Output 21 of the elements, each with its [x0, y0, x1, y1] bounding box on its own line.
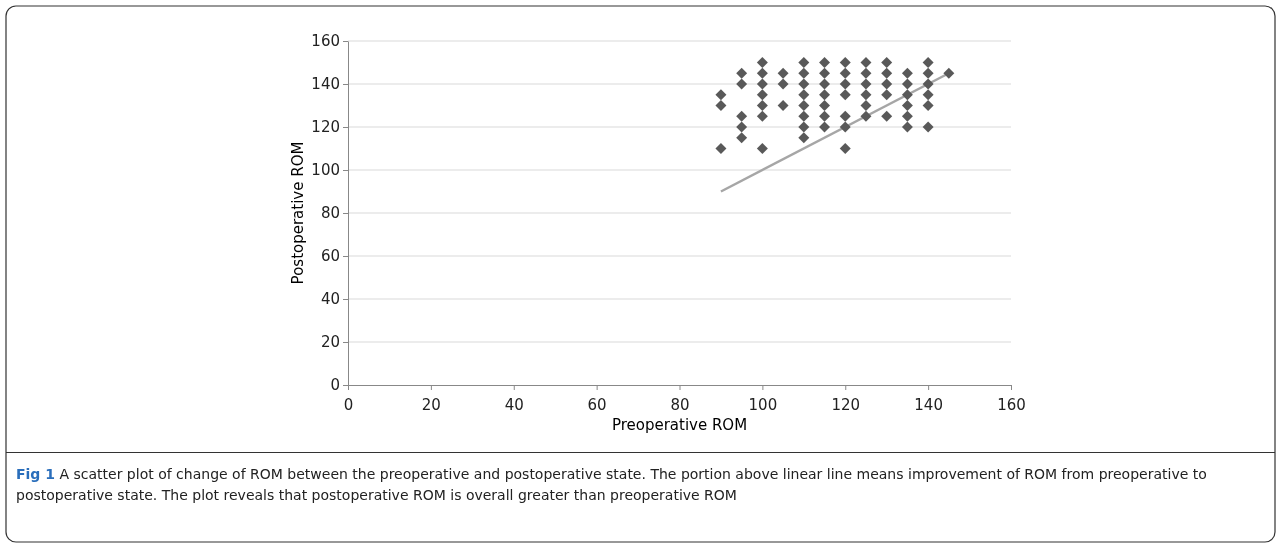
- text: Fig 1 A scatter plot of change of ROM between the preoperative and postoperative state. The portion above linear line means improvement of ROM from preoperative to postoperative state. The plot reveals that postoperative ROM is overall greater than preoperative ROM: [16, 466, 1207, 503]
- y-tick-label: 100: [311, 161, 340, 180]
- y-tick-label: 80: [320, 204, 340, 223]
- x-tick-label: 120: [831, 395, 861, 414]
- x-tick-label: 0: [343, 395, 354, 414]
- x-tick-label: 100: [748, 395, 778, 414]
- x-tick-label: 60: [587, 395, 607, 414]
- x-tick-label: 140: [914, 395, 943, 414]
- y-tick-label: 120: [311, 118, 340, 137]
- x-tick-label: 160: [997, 395, 1026, 414]
- x-tick-label: 20: [421, 395, 441, 414]
- x-tick-label: 80: [670, 395, 690, 414]
- x-axis-title: Preoperative ROM: [611, 416, 748, 434]
- y-tick-label: 0: [330, 376, 340, 395]
- y-tick-label: 20: [320, 333, 340, 352]
- y-tick-label: 160: [311, 32, 340, 51]
- y-tick-label: 40: [320, 290, 340, 309]
- y-tick-label: 60: [320, 247, 340, 266]
- y-axis-title: Postoperative ROM: [289, 141, 307, 285]
- y-tick-label: 140: [311, 75, 340, 94]
- x-tick-label: 40: [504, 395, 524, 414]
